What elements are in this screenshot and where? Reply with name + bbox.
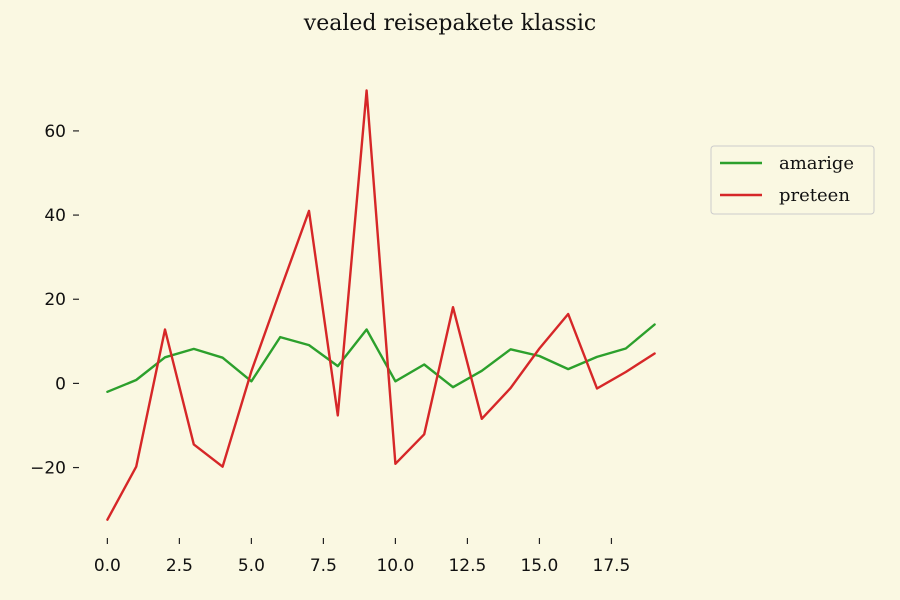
legend-label-amarige: amarige — [779, 153, 854, 174]
x-axis: 0.0 2.5 5.0 7.5 10.0 12.5 15.0 17.5 — [94, 538, 631, 576]
x-tick-label: 7.5 — [310, 556, 337, 576]
legend: amarige preteen — [710, 145, 875, 215]
series-line-preteen — [106, 89, 656, 521]
series-line-amarige — [106, 323, 656, 393]
legend-items: amarige preteen — [720, 153, 854, 206]
y-tick-label: 60 — [44, 122, 66, 142]
x-tick-label: 10.0 — [376, 556, 414, 576]
x-tick-label: 5.0 — [238, 556, 265, 576]
x-tick-label: 15.0 — [520, 556, 558, 576]
x-tick-label: 17.5 — [593, 556, 631, 576]
chart-title: vealed reisepakete klassic — [303, 11, 596, 36]
y-tick-label: 20 — [44, 290, 66, 310]
y-tick-label: 40 — [44, 206, 66, 226]
x-tick-label: 0.0 — [94, 556, 121, 576]
series-layer — [106, 89, 656, 521]
x-tick-label: 12.5 — [448, 556, 486, 576]
y-axis: −20 0 20 40 60 — [30, 122, 79, 479]
legend-label-preteen: preteen — [779, 185, 850, 206]
y-tick-label: 0 — [55, 374, 66, 394]
x-tick-label: 2.5 — [166, 556, 193, 576]
y-tick-label: −20 — [30, 459, 66, 479]
